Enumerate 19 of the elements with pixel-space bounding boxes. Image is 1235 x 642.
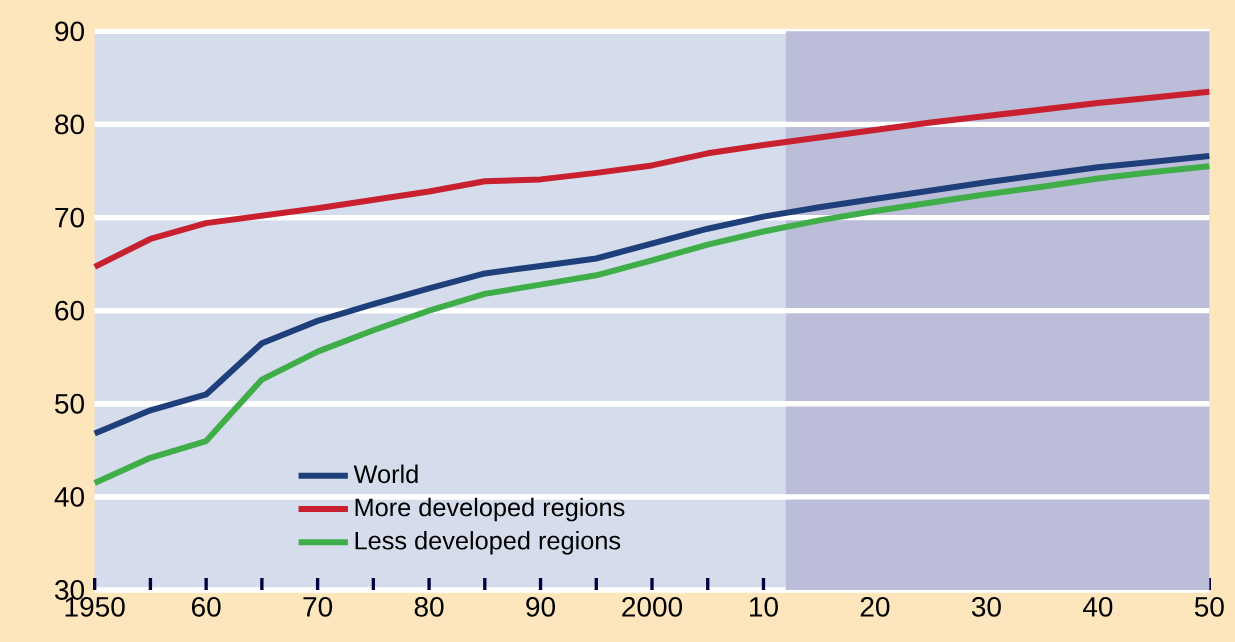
x-tick-label: 70 [303, 596, 333, 617]
x-tick-label: 80 [414, 596, 444, 617]
y-tick-label: 50 [55, 393, 84, 414]
y-tick-label: 90 [55, 21, 84, 42]
x-tick-label: 60 [192, 596, 221, 617]
x-tick-label: 40 [1082, 596, 1113, 617]
y-tick-label: 70 [55, 207, 84, 228]
legend-label: World [353, 464, 418, 484]
legend-label: Less developed regions [355, 530, 621, 555]
x-tick-label: 20 [860, 596, 890, 617]
y-tick-label: 40 [54, 486, 84, 507]
x-tick-label: 2000 [622, 596, 683, 617]
x-tick-label: 30 [971, 596, 1001, 617]
legend-label: More developed regions [355, 497, 625, 522]
x-tick-label: 90 [526, 596, 556, 617]
y-tick-label: 80 [55, 114, 84, 135]
y-tick-label: 60 [55, 300, 84, 321]
x-tick-label: 10 [750, 596, 778, 617]
x-tick-label: 50 [1194, 596, 1224, 617]
